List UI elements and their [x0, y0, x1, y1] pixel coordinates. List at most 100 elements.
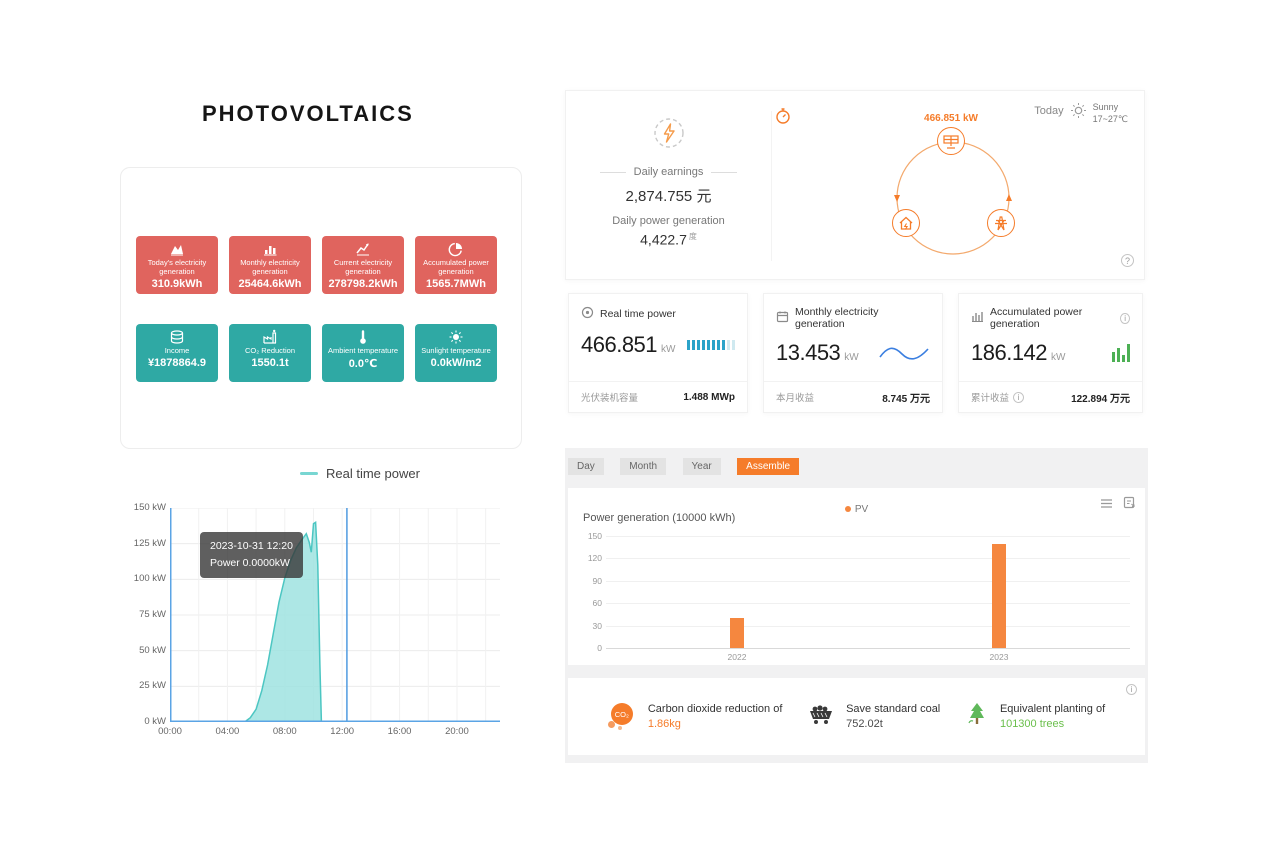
tile-value: 1565.7MWh	[426, 278, 486, 290]
list-icon[interactable]	[1100, 496, 1113, 514]
y-axis-tick: 0	[597, 643, 602, 653]
generation-chart-card: PV Power generation (10000 kWh) 150 120 90…	[568, 488, 1145, 665]
divider	[771, 111, 772, 261]
x-axis-tick: 04:00	[215, 726, 240, 737]
mini-bar	[1112, 352, 1115, 362]
tab-assemble[interactable]: Assemble	[737, 458, 800, 475]
card-header: Monthly electricity generation	[764, 294, 942, 330]
export-icon[interactable]	[1123, 496, 1135, 514]
tile-value: 1550.1t	[251, 357, 289, 369]
gridline	[606, 536, 1130, 537]
card-value-row: 466.851 kW	[569, 322, 747, 358]
eco-label: Equivalent planting of	[999, 703, 1106, 715]
y-axis-tick: 150 kW	[133, 502, 166, 513]
eco-text: Save standard coal 752.02t	[846, 703, 940, 730]
co2-icon: CO₂	[607, 703, 638, 730]
stopwatch-icon	[774, 107, 792, 130]
daily-earnings-value: 2,874.755 元	[625, 188, 712, 205]
tile-ambient-temperature: Ambient temperature 0.0℃	[322, 324, 404, 382]
eco-text: Equivalent planting of 101300 trees	[1000, 703, 1105, 730]
x-axis-tick: 00:00	[158, 726, 182, 737]
y-axis: 150 kW 125 kW 100 kW 75 kW 50 kW 25 kW 0 kW	[130, 500, 166, 730]
help-icon[interactable]: ?	[1121, 254, 1134, 267]
gridline	[606, 580, 1130, 582]
card-footer: 累计收益 i 122.894 万元	[959, 381, 1142, 412]
tile-co2-reduction: CO₂ Reduction 1550.1t	[229, 324, 311, 382]
mini-bar	[1117, 348, 1120, 362]
tile-label: Current electricity generation	[333, 258, 393, 276]
gauge-bar	[687, 340, 690, 350]
tile-value: 0.0℃	[348, 358, 378, 370]
tile-today-generation: Today's electricity generation 310.9kWh	[136, 236, 218, 294]
footer-label: 光伏装机容量	[581, 393, 639, 404]
y-axis-tick: 0 kW	[144, 716, 166, 727]
gauge-bar	[712, 340, 715, 350]
footer-value: 122.894 万元	[1071, 393, 1130, 405]
pv-bar	[992, 543, 1006, 648]
pv-bar	[730, 618, 744, 648]
card-unit: kW	[661, 344, 676, 355]
weather-text: Sunny 17~27℃	[1093, 102, 1128, 125]
info-icon[interactable]: i	[1013, 391, 1025, 403]
gauge-bar	[707, 340, 710, 350]
x-axis-tick: 16:00	[387, 726, 412, 737]
gridline	[606, 625, 1130, 627]
tile-monthly-generation: Monthly electricity generation 25464.6kW…	[229, 236, 311, 294]
realtime-power-card: Real time power 466.851 kW 光伏装机容量 1.488 …	[568, 293, 748, 413]
card-value: 466.851	[581, 332, 658, 357]
mini-bar	[1122, 355, 1125, 362]
daily-generation-value: 4,422.7 度	[640, 231, 697, 248]
card-title: Real time power	[600, 308, 676, 320]
standard-coal-item: Save standard coal 752.02t	[806, 702, 940, 731]
divider	[711, 171, 738, 173]
daily-generation-label: Daily power generation	[612, 215, 725, 227]
tree-planting-item: Equivalent planting of 101300 trees	[964, 701, 1105, 732]
pv-legend[interactable]: PV	[568, 504, 1145, 515]
info-icon[interactable]: i	[1120, 312, 1130, 324]
tab-day[interactable]: Day	[568, 458, 604, 475]
chart-tooltip: 2023-10-31 12:20 Power 0.0000kW	[200, 532, 303, 578]
tab-month[interactable]: Month	[620, 458, 667, 475]
realtime-power-legend[interactable]: Real time power	[300, 466, 420, 481]
co2-reduction-item: CO₂ Carbon dioxide reduction of 1.86kg	[607, 703, 783, 730]
tile-label: Sunlight temperature	[421, 346, 491, 355]
area-chart-icon	[136, 241, 218, 257]
mini-bar-chart	[1112, 344, 1130, 362]
tab-year[interactable]: Year	[682, 458, 721, 475]
today-label: Today	[1034, 105, 1064, 117]
legend-dot	[844, 506, 851, 512]
generation-panel: Day Month Year Assemble PV Power generat…	[565, 448, 1148, 763]
eco-value: 752.02t	[846, 718, 883, 730]
weather-widget: Today Sunny 17~27℃	[1034, 102, 1128, 125]
legend-line-swatch	[300, 472, 318, 475]
card-footer: 光伏装机容量 1.488 MWp	[569, 381, 747, 412]
realtime-power-chart: 150 kW 125 kW 100 kW 75 kW 50 kW 25 kW 0 kW 00…	[130, 500, 508, 750]
y-axis-tick: 100 kW	[133, 573, 166, 585]
card-value: 186.142	[971, 340, 1048, 365]
info-icon[interactable]: i	[1126, 684, 1137, 695]
power-grid-icon	[987, 209, 1015, 237]
solar-power-icon	[576, 111, 761, 160]
gauge-bar	[697, 340, 700, 350]
footer-value: 1.488 MWp	[683, 391, 735, 403]
tile-current-generation: Current electricity generation 278798.2k…	[322, 236, 404, 294]
tile-value: 25464.6kWh	[238, 278, 302, 290]
weather-condition: Sunny	[1092, 102, 1119, 112]
tile-accumulated-generation: Accumulated power generation 1565.7MWh	[415, 236, 497, 294]
flow-power-value: 466.851 kW	[924, 113, 978, 124]
coal-cart-icon	[806, 702, 836, 731]
daily-generation-unit: 度	[688, 232, 697, 241]
eco-label: Save standard coal	[846, 703, 941, 715]
divider	[599, 171, 626, 173]
mini-bar	[1127, 344, 1130, 362]
gauge-bar	[727, 340, 730, 350]
y-axis-tick: 90	[592, 575, 602, 586]
sun-icon	[415, 329, 497, 345]
gridline	[606, 558, 1130, 560]
tile-label: Monthly electricity generation	[240, 258, 300, 276]
eco-label: Carbon dioxide reduction of	[647, 703, 783, 715]
y-axis-tick: 25 kW	[139, 680, 166, 692]
daily-summary-card: Daily earnings 2,874.755 元 Daily power g…	[565, 90, 1145, 280]
bar-chart-icon	[229, 241, 311, 257]
